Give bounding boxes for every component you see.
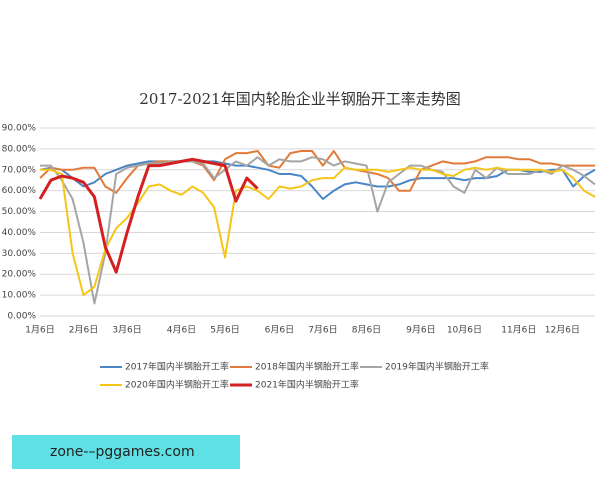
- x-tick-label: 3月6日: [112, 325, 141, 336]
- watermark: zone-–pggames.com: [12, 435, 240, 469]
- x-tick-label: 11月6日: [501, 325, 536, 336]
- x-tick-label: 2月6日: [69, 325, 98, 336]
- series-line: [39, 160, 596, 200]
- y-tick-label: 40.00%: [2, 228, 37, 238]
- x-tick-label: 6月6日: [265, 325, 294, 336]
- x-tick-label: 4月6日: [167, 325, 196, 336]
- legend-label: 2017年国内半钢胎开工率: [125, 361, 229, 373]
- legend-label: 2019年国内半钢胎开工率: [385, 361, 489, 373]
- legend-label: 2018年国内半钢胎开工率: [255, 361, 359, 373]
- legend-label: 2020年国内半钢胎开工率: [125, 379, 229, 391]
- chart-title: 2017-2021年国内轮胎企业半钢胎开工率走势图: [139, 90, 460, 108]
- y-tick-label: 30.00%: [2, 249, 37, 259]
- series-line: [40, 166, 596, 297]
- y-tick-label: 90.00%: [2, 124, 37, 134]
- x-tick-label: 8月6日: [352, 325, 381, 336]
- x-tick-label: 1月6日: [25, 325, 54, 336]
- y-tick-label: 50.00%: [2, 207, 37, 217]
- y-tick-label: 10.00%: [2, 291, 37, 301]
- series-line: [40, 156, 596, 305]
- legend-label: 2021年国内半钢胎开工率: [255, 379, 359, 391]
- x-tick-label: 12月6日: [545, 325, 580, 336]
- y-tick-label: 20.00%: [2, 270, 37, 280]
- y-tick-label: 60.00%: [2, 186, 37, 196]
- x-tick-label: 9月6日: [406, 325, 435, 336]
- series-line: [38, 157, 259, 274]
- x-tick-label: 10月6日: [447, 325, 482, 336]
- y-tick-label: 80.00%: [2, 144, 37, 154]
- y-tick-label: 0.00%: [7, 312, 36, 322]
- x-tick-label: 5月6日: [210, 325, 239, 336]
- y-tick-label: 70.00%: [2, 165, 37, 175]
- x-tick-label: 7月6日: [308, 325, 337, 336]
